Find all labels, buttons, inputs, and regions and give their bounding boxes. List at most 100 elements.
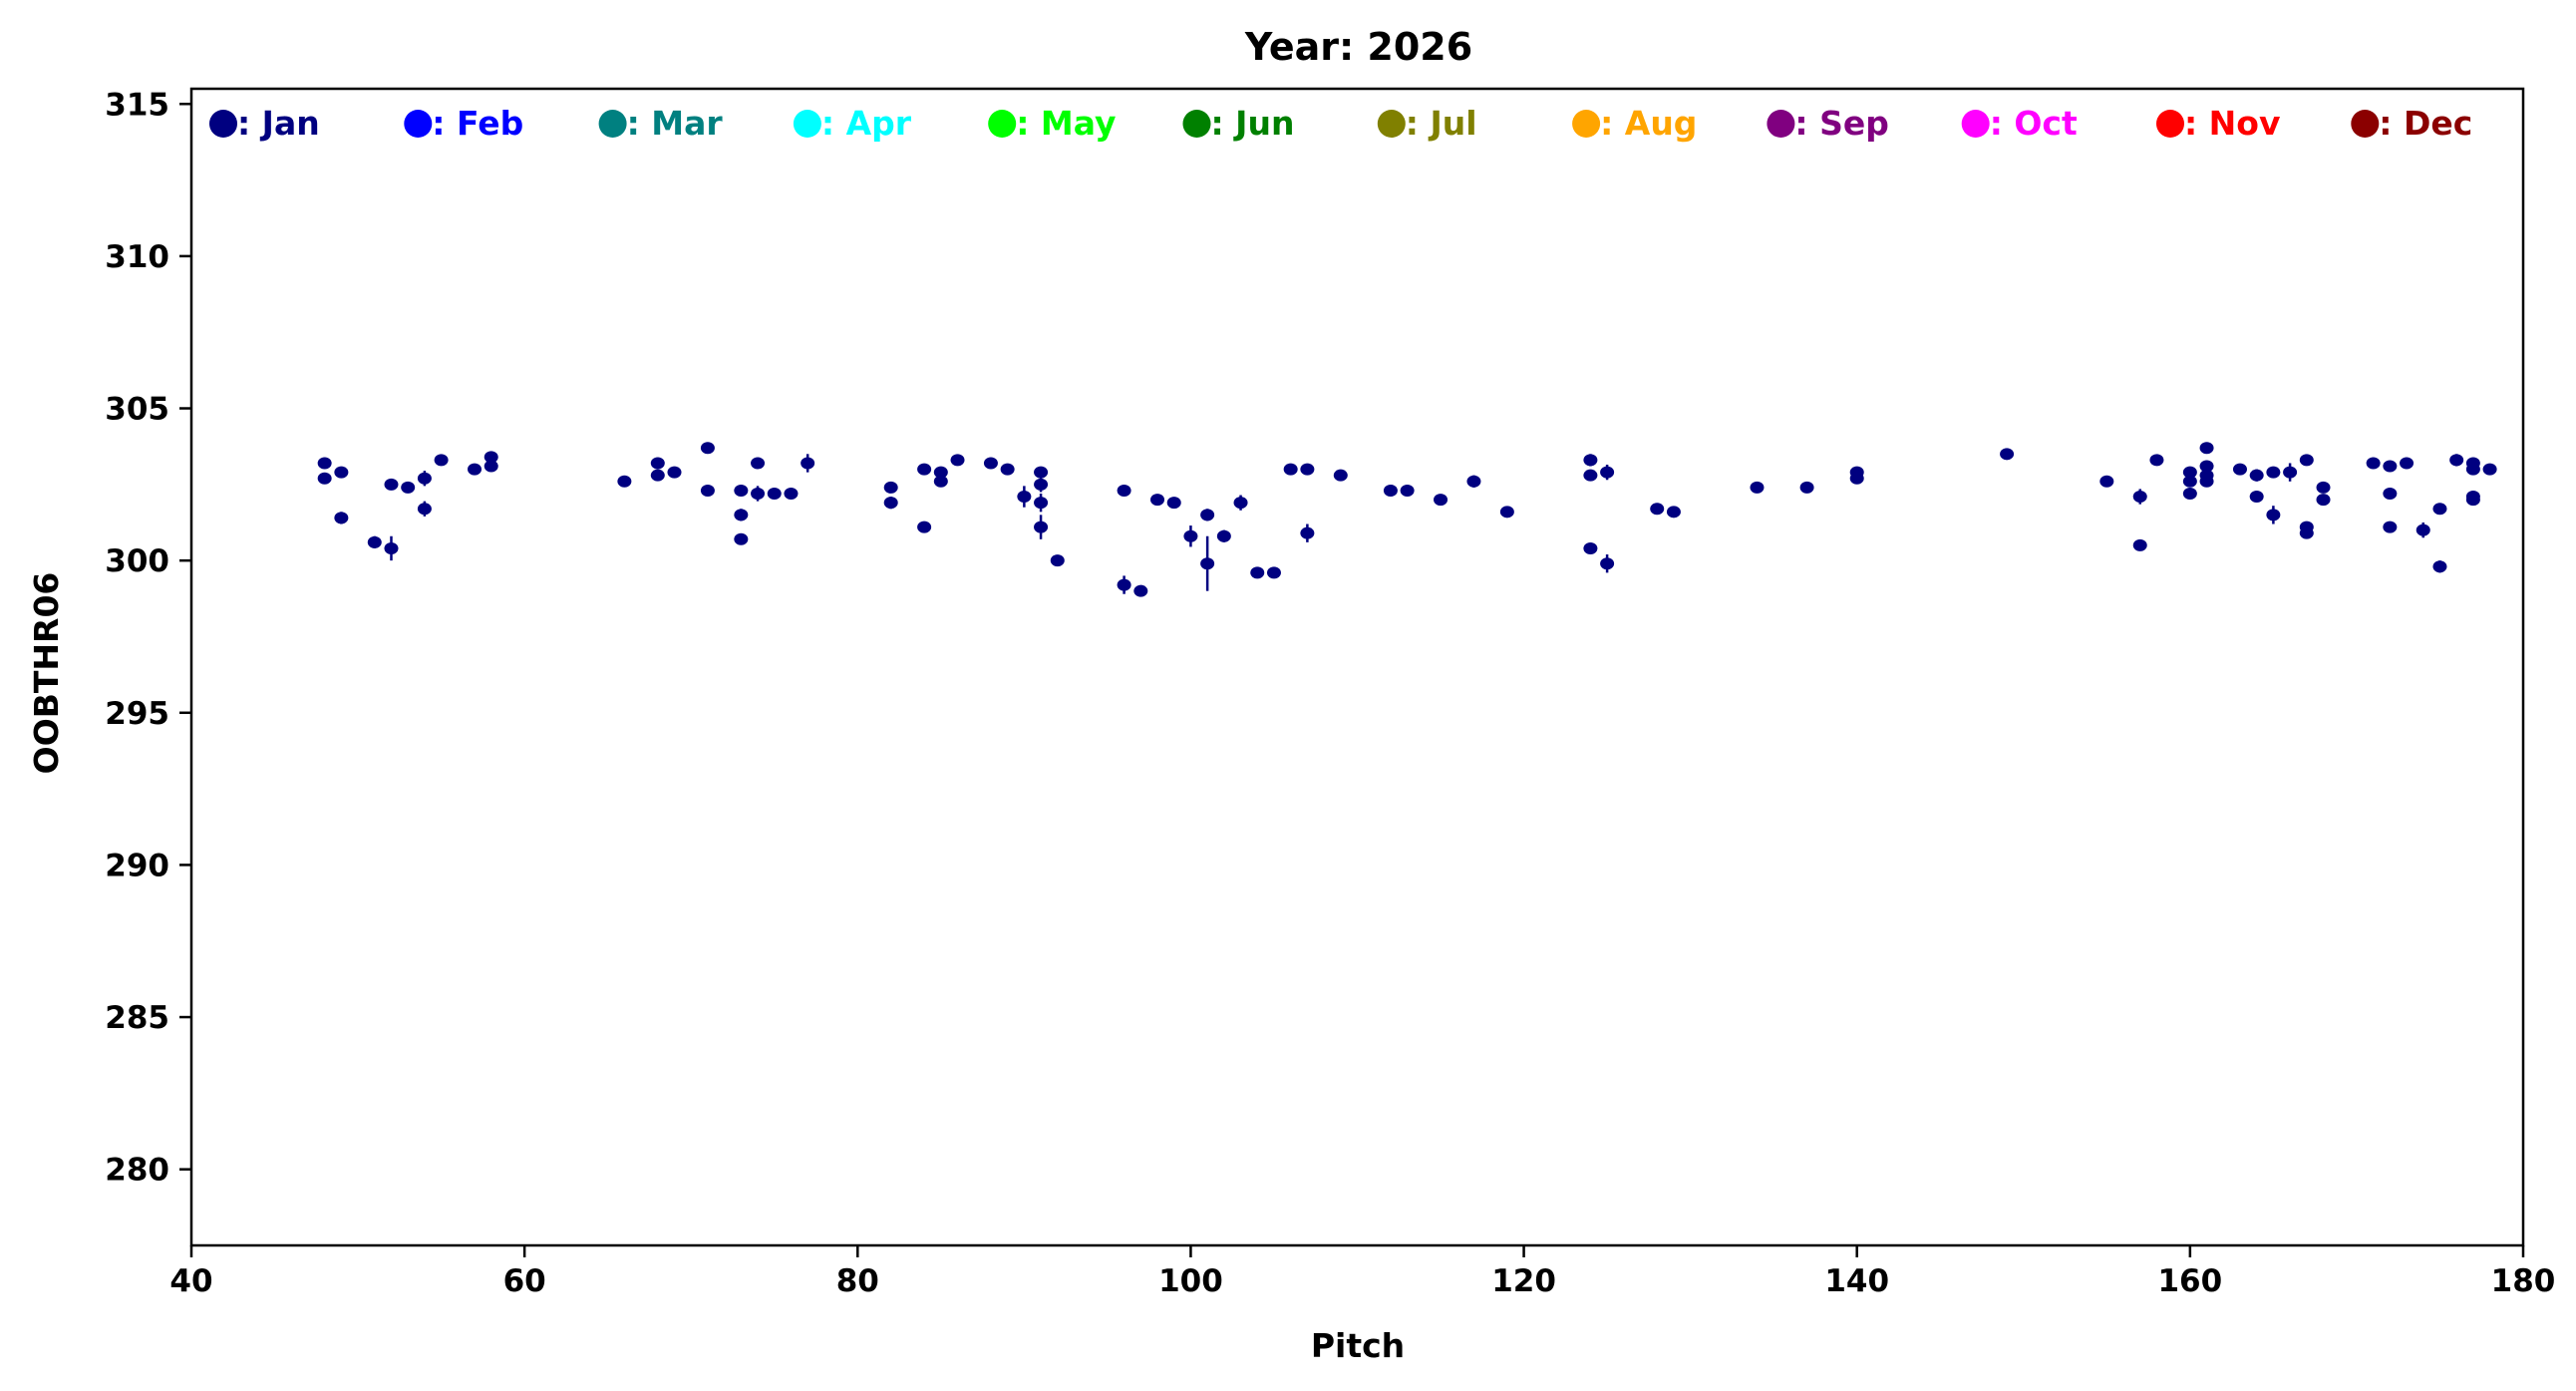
data-point bbox=[2400, 457, 2415, 470]
point-marker bbox=[2299, 454, 2314, 467]
legend-marker bbox=[793, 110, 821, 138]
point-marker bbox=[1300, 463, 1315, 476]
legend-marker bbox=[988, 110, 1017, 138]
data-point bbox=[1383, 484, 1398, 497]
data-point bbox=[2199, 442, 2214, 455]
point-marker bbox=[2266, 466, 2281, 479]
point-marker bbox=[2099, 475, 2114, 488]
data-point bbox=[1799, 481, 1814, 494]
point-marker bbox=[650, 469, 665, 482]
data-point bbox=[1034, 466, 1049, 479]
data-point bbox=[2266, 466, 2281, 479]
data-point bbox=[2415, 522, 2430, 538]
data-point bbox=[2132, 489, 2147, 505]
data-point bbox=[417, 501, 432, 517]
x-tick-label: 60 bbox=[503, 1263, 546, 1299]
chart-title: Year: 2026 bbox=[1244, 25, 1472, 69]
point-marker bbox=[933, 466, 948, 479]
point-marker bbox=[734, 484, 749, 497]
point-marker bbox=[317, 472, 332, 485]
point-marker bbox=[1666, 506, 1681, 519]
data-point bbox=[1216, 529, 1231, 542]
legend-item: : Aug bbox=[1572, 104, 1697, 143]
data-point bbox=[468, 463, 483, 476]
point-marker bbox=[1034, 466, 1049, 479]
data-point bbox=[317, 457, 332, 470]
point-marker bbox=[1233, 497, 1248, 510]
legend-item: : Mar bbox=[598, 104, 723, 143]
data-point bbox=[700, 484, 715, 497]
point-marker bbox=[2316, 481, 2331, 494]
data-point bbox=[2383, 460, 2398, 473]
point-marker bbox=[1300, 526, 1315, 539]
data-point bbox=[2449, 454, 2464, 467]
point-marker bbox=[983, 457, 998, 470]
point-marker bbox=[1117, 484, 1131, 497]
legend-label: : Feb bbox=[432, 104, 523, 143]
y-tick-label: 290 bbox=[105, 848, 169, 883]
legend-item: : Apr bbox=[793, 104, 912, 143]
point-marker bbox=[2366, 457, 2381, 470]
point-marker bbox=[1034, 478, 1049, 491]
data-point bbox=[933, 475, 948, 488]
point-marker bbox=[2000, 448, 2015, 461]
data-point bbox=[950, 454, 965, 467]
data-point bbox=[1283, 463, 1298, 476]
data-point bbox=[2182, 488, 2197, 500]
point-marker bbox=[1799, 481, 1814, 494]
legend-item: : Jul bbox=[1377, 104, 1477, 143]
point-marker bbox=[367, 535, 382, 548]
data-point bbox=[1034, 515, 1049, 539]
y-tick-label: 300 bbox=[105, 543, 169, 579]
y-tick-label: 285 bbox=[105, 1000, 169, 1036]
x-tick-label: 120 bbox=[1491, 1263, 1556, 1299]
legend-item: : Jun bbox=[1182, 104, 1294, 143]
data-point bbox=[367, 535, 382, 548]
data-point bbox=[1583, 541, 1598, 554]
data-point bbox=[1250, 566, 1265, 579]
point-marker bbox=[917, 521, 932, 533]
point-marker bbox=[650, 457, 665, 470]
data-point bbox=[933, 466, 948, 479]
point-marker bbox=[2383, 521, 2398, 533]
point-marker bbox=[1050, 554, 1065, 567]
legend-label: : Nov bbox=[2184, 104, 2281, 143]
x-axis-label: Pitch bbox=[1311, 1326, 1405, 1365]
point-marker bbox=[2432, 503, 2447, 516]
data-point bbox=[2316, 494, 2331, 507]
legend-label: : Jan bbox=[237, 104, 320, 143]
point-marker bbox=[1434, 494, 1449, 507]
point-marker bbox=[700, 484, 715, 497]
legend-marker bbox=[209, 110, 237, 138]
data-point bbox=[434, 454, 449, 467]
point-marker bbox=[801, 457, 815, 470]
point-marker bbox=[417, 503, 432, 516]
point-marker bbox=[334, 512, 349, 524]
point-marker bbox=[700, 442, 715, 455]
point-marker bbox=[334, 466, 349, 479]
point-marker bbox=[1283, 463, 1298, 476]
point-marker bbox=[1017, 491, 1032, 504]
data-point bbox=[2465, 494, 2480, 507]
data-point bbox=[650, 457, 665, 470]
point-marker bbox=[417, 472, 432, 485]
point-marker bbox=[950, 454, 965, 467]
point-marker bbox=[2199, 460, 2214, 473]
point-marker bbox=[1117, 578, 1131, 591]
legend-item: : Sep bbox=[1767, 104, 1889, 143]
data-point bbox=[2249, 491, 2264, 504]
point-marker bbox=[2283, 466, 2298, 479]
data-point bbox=[801, 454, 815, 473]
data-point bbox=[1000, 463, 1015, 476]
legend-marker bbox=[1572, 110, 1601, 138]
legend-marker bbox=[2156, 110, 2184, 138]
point-marker bbox=[1266, 566, 1281, 579]
data-point bbox=[1499, 506, 1514, 519]
data-point bbox=[1050, 554, 1065, 567]
data-point bbox=[734, 532, 749, 545]
point-marker bbox=[1583, 454, 1598, 467]
legend-label: : May bbox=[1016, 104, 1116, 143]
point-marker bbox=[751, 457, 766, 470]
data-point bbox=[2249, 469, 2264, 482]
legend-label: : Aug bbox=[1600, 104, 1697, 143]
